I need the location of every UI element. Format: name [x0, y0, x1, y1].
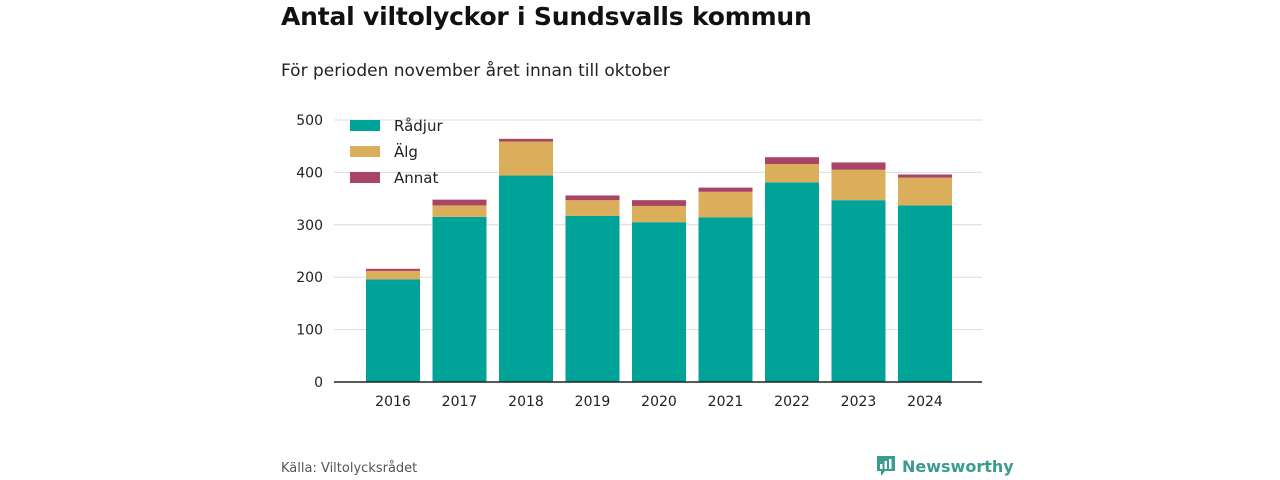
brand-logo: Newsworthy [876, 455, 1014, 477]
chart-title: Antal viltolyckor i Sundsvalls kommun [281, 2, 812, 31]
bar-segment [632, 205, 686, 223]
x-tick-label: 2021 [708, 394, 744, 410]
bar-segment [366, 279, 420, 382]
bar-segment [499, 175, 553, 382]
x-tick-label: 2022 [774, 394, 810, 410]
bar-segment [632, 200, 686, 206]
bar-segment [765, 182, 819, 382]
x-tick-label: 2016 [375, 394, 411, 410]
bar-segment [565, 195, 620, 201]
bar-segment [898, 174, 952, 178]
legend-label: Annat [394, 169, 438, 187]
y-tick-label: 0 [314, 375, 323, 391]
bar-segment [432, 216, 487, 382]
x-tick-label: 2018 [508, 394, 544, 410]
bar-segment [499, 141, 553, 176]
legend-label: Älg [394, 142, 418, 161]
bar-segment [831, 169, 886, 201]
bar-segment [432, 199, 487, 206]
x-tick-label: 2023 [841, 394, 877, 410]
y-tick-label: 300 [296, 218, 323, 234]
x-tick-label: 2020 [641, 394, 677, 410]
y-tick-label: 500 [296, 113, 323, 129]
bar-segment [698, 187, 753, 192]
y-tick-label: 400 [296, 165, 323, 181]
bar-segment [499, 138, 553, 142]
y-tick-label: 100 [296, 323, 323, 339]
bar-segment [698, 191, 753, 218]
bar-segment [366, 268, 420, 271]
legend-label: Rådjur [394, 117, 443, 135]
x-tick-label: 2019 [575, 394, 611, 410]
chart-subtitle: För perioden november året innan till ok… [281, 61, 670, 81]
bar-segment [898, 177, 952, 206]
bar-segment [765, 157, 819, 165]
brand-name: Newsworthy [902, 456, 1014, 476]
legend-swatch [350, 120, 380, 131]
bar-segment [565, 215, 620, 382]
bar-segment [632, 222, 686, 382]
bar-segment [698, 217, 753, 382]
legend-swatch [350, 146, 380, 157]
bar-segment [831, 200, 886, 382]
x-tick-label: 2017 [442, 394, 478, 410]
bar-segment [366, 270, 420, 280]
newsworthy-logo-icon [877, 456, 895, 476]
bar-segment [565, 200, 620, 216]
y-tick-label: 200 [296, 270, 323, 286]
bar-segment [831, 162, 886, 170]
source-note: Källa: Viltolycksrådet [281, 461, 418, 476]
x-tick-label: 2024 [907, 394, 943, 410]
legend-swatch [350, 172, 380, 183]
bar-segment [432, 205, 487, 217]
bar-segment [898, 205, 952, 382]
bar-segment [765, 164, 819, 183]
